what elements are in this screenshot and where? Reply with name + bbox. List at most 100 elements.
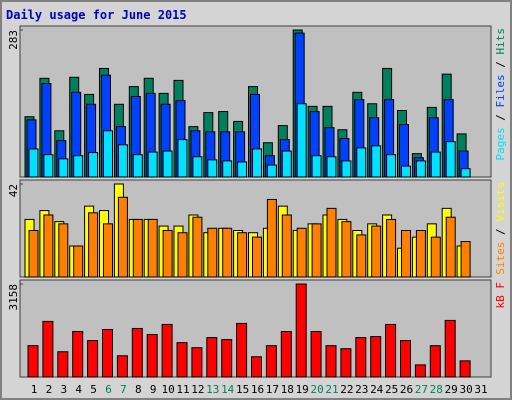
x-tick-label: 22 — [340, 383, 353, 396]
legend-entry: Sites — [494, 242, 507, 275]
x-tick-label: 23 — [355, 383, 368, 396]
x-tick-label: 5 — [90, 383, 97, 396]
x-tick-label: 27 — [415, 383, 428, 396]
x-tick-label: 24 — [370, 383, 384, 396]
bar — [43, 154, 54, 178]
bar — [295, 283, 307, 378]
legend-entry: Files — [494, 74, 507, 107]
bar — [176, 342, 188, 378]
bar — [28, 148, 39, 178]
x-tick-label: 1 — [31, 383, 38, 396]
legend: Sites / Visits — [494, 182, 507, 275]
bar — [460, 241, 471, 278]
x-tick-label: 25 — [385, 383, 398, 396]
bar — [131, 327, 143, 378]
bar — [444, 319, 456, 378]
bar — [252, 148, 262, 178]
bar — [445, 216, 456, 278]
legend-entry: Visits — [494, 182, 507, 222]
bar — [192, 156, 203, 178]
x-tick-label: 4 — [75, 383, 82, 396]
x-tick-label: 19 — [296, 383, 309, 396]
bar — [73, 155, 84, 178]
bar — [132, 154, 143, 178]
x-tick-label: 28 — [430, 383, 443, 396]
bar — [415, 160, 426, 178]
x-tick-label: 7 — [120, 383, 127, 396]
x-tick-label: 21 — [325, 383, 338, 396]
x-tick-label: 6 — [105, 383, 112, 396]
bar — [88, 152, 99, 178]
bar — [192, 216, 203, 278]
bar — [385, 323, 397, 378]
bar — [310, 331, 322, 378]
x-tick-label: 20 — [310, 383, 323, 396]
x-tick-label: 14 — [221, 383, 235, 396]
bar — [445, 141, 456, 178]
legend-separator: / — [494, 108, 507, 128]
bar — [414, 364, 426, 378]
bar — [236, 322, 248, 378]
bar — [177, 232, 188, 278]
x-tick-label: 9 — [150, 383, 157, 396]
y-tick-label: 283 — [7, 30, 20, 50]
bar — [251, 356, 262, 378]
bar — [340, 348, 352, 378]
x-tick-label: 10 — [161, 383, 174, 396]
bar — [162, 150, 173, 178]
bar — [72, 331, 84, 378]
bar — [146, 334, 158, 378]
legend-separator: / — [494, 55, 507, 75]
bar — [371, 145, 382, 178]
bar — [102, 328, 113, 378]
bar — [430, 236, 441, 278]
bar — [415, 230, 426, 278]
bar — [356, 147, 367, 178]
bar — [237, 161, 248, 178]
bar — [266, 164, 277, 178]
x-tick-label: 30 — [459, 383, 472, 396]
bar — [117, 196, 128, 278]
bar — [311, 155, 322, 178]
bar — [252, 236, 262, 278]
bar — [28, 230, 39, 278]
bar — [43, 214, 54, 278]
bar — [57, 351, 69, 378]
bar — [460, 168, 471, 178]
bar — [206, 337, 218, 378]
legend: Pages / Files / Hits — [494, 28, 507, 161]
bar — [207, 159, 218, 178]
bar — [326, 156, 337, 178]
x-tick-label: 13 — [206, 383, 219, 396]
bar — [265, 345, 277, 378]
bar — [400, 340, 411, 378]
x-tick-label: 17 — [266, 383, 279, 396]
legend: kB F — [494, 282, 507, 309]
bar — [281, 214, 292, 278]
bar — [58, 158, 69, 178]
bar — [147, 218, 158, 278]
x-tick-label: 18 — [281, 383, 294, 396]
bar — [296, 103, 307, 178]
x-tick-label: 3 — [60, 383, 67, 396]
bar — [386, 154, 397, 178]
bar — [296, 227, 307, 278]
x-tick-label: 31 — [474, 383, 487, 396]
bar — [177, 139, 188, 178]
bar — [459, 360, 471, 378]
bar — [207, 227, 218, 278]
bar — [116, 355, 128, 378]
bar — [325, 345, 337, 378]
legend-entry: kB F — [494, 282, 507, 309]
legend-entry: Hits — [494, 28, 507, 55]
bar — [162, 230, 173, 278]
bar — [356, 234, 367, 278]
x-tick-label: 26 — [400, 383, 413, 396]
bar — [221, 339, 233, 378]
x-tick-label: 29 — [445, 383, 458, 396]
bar — [27, 345, 39, 378]
bar — [355, 337, 367, 378]
bar — [371, 225, 382, 278]
